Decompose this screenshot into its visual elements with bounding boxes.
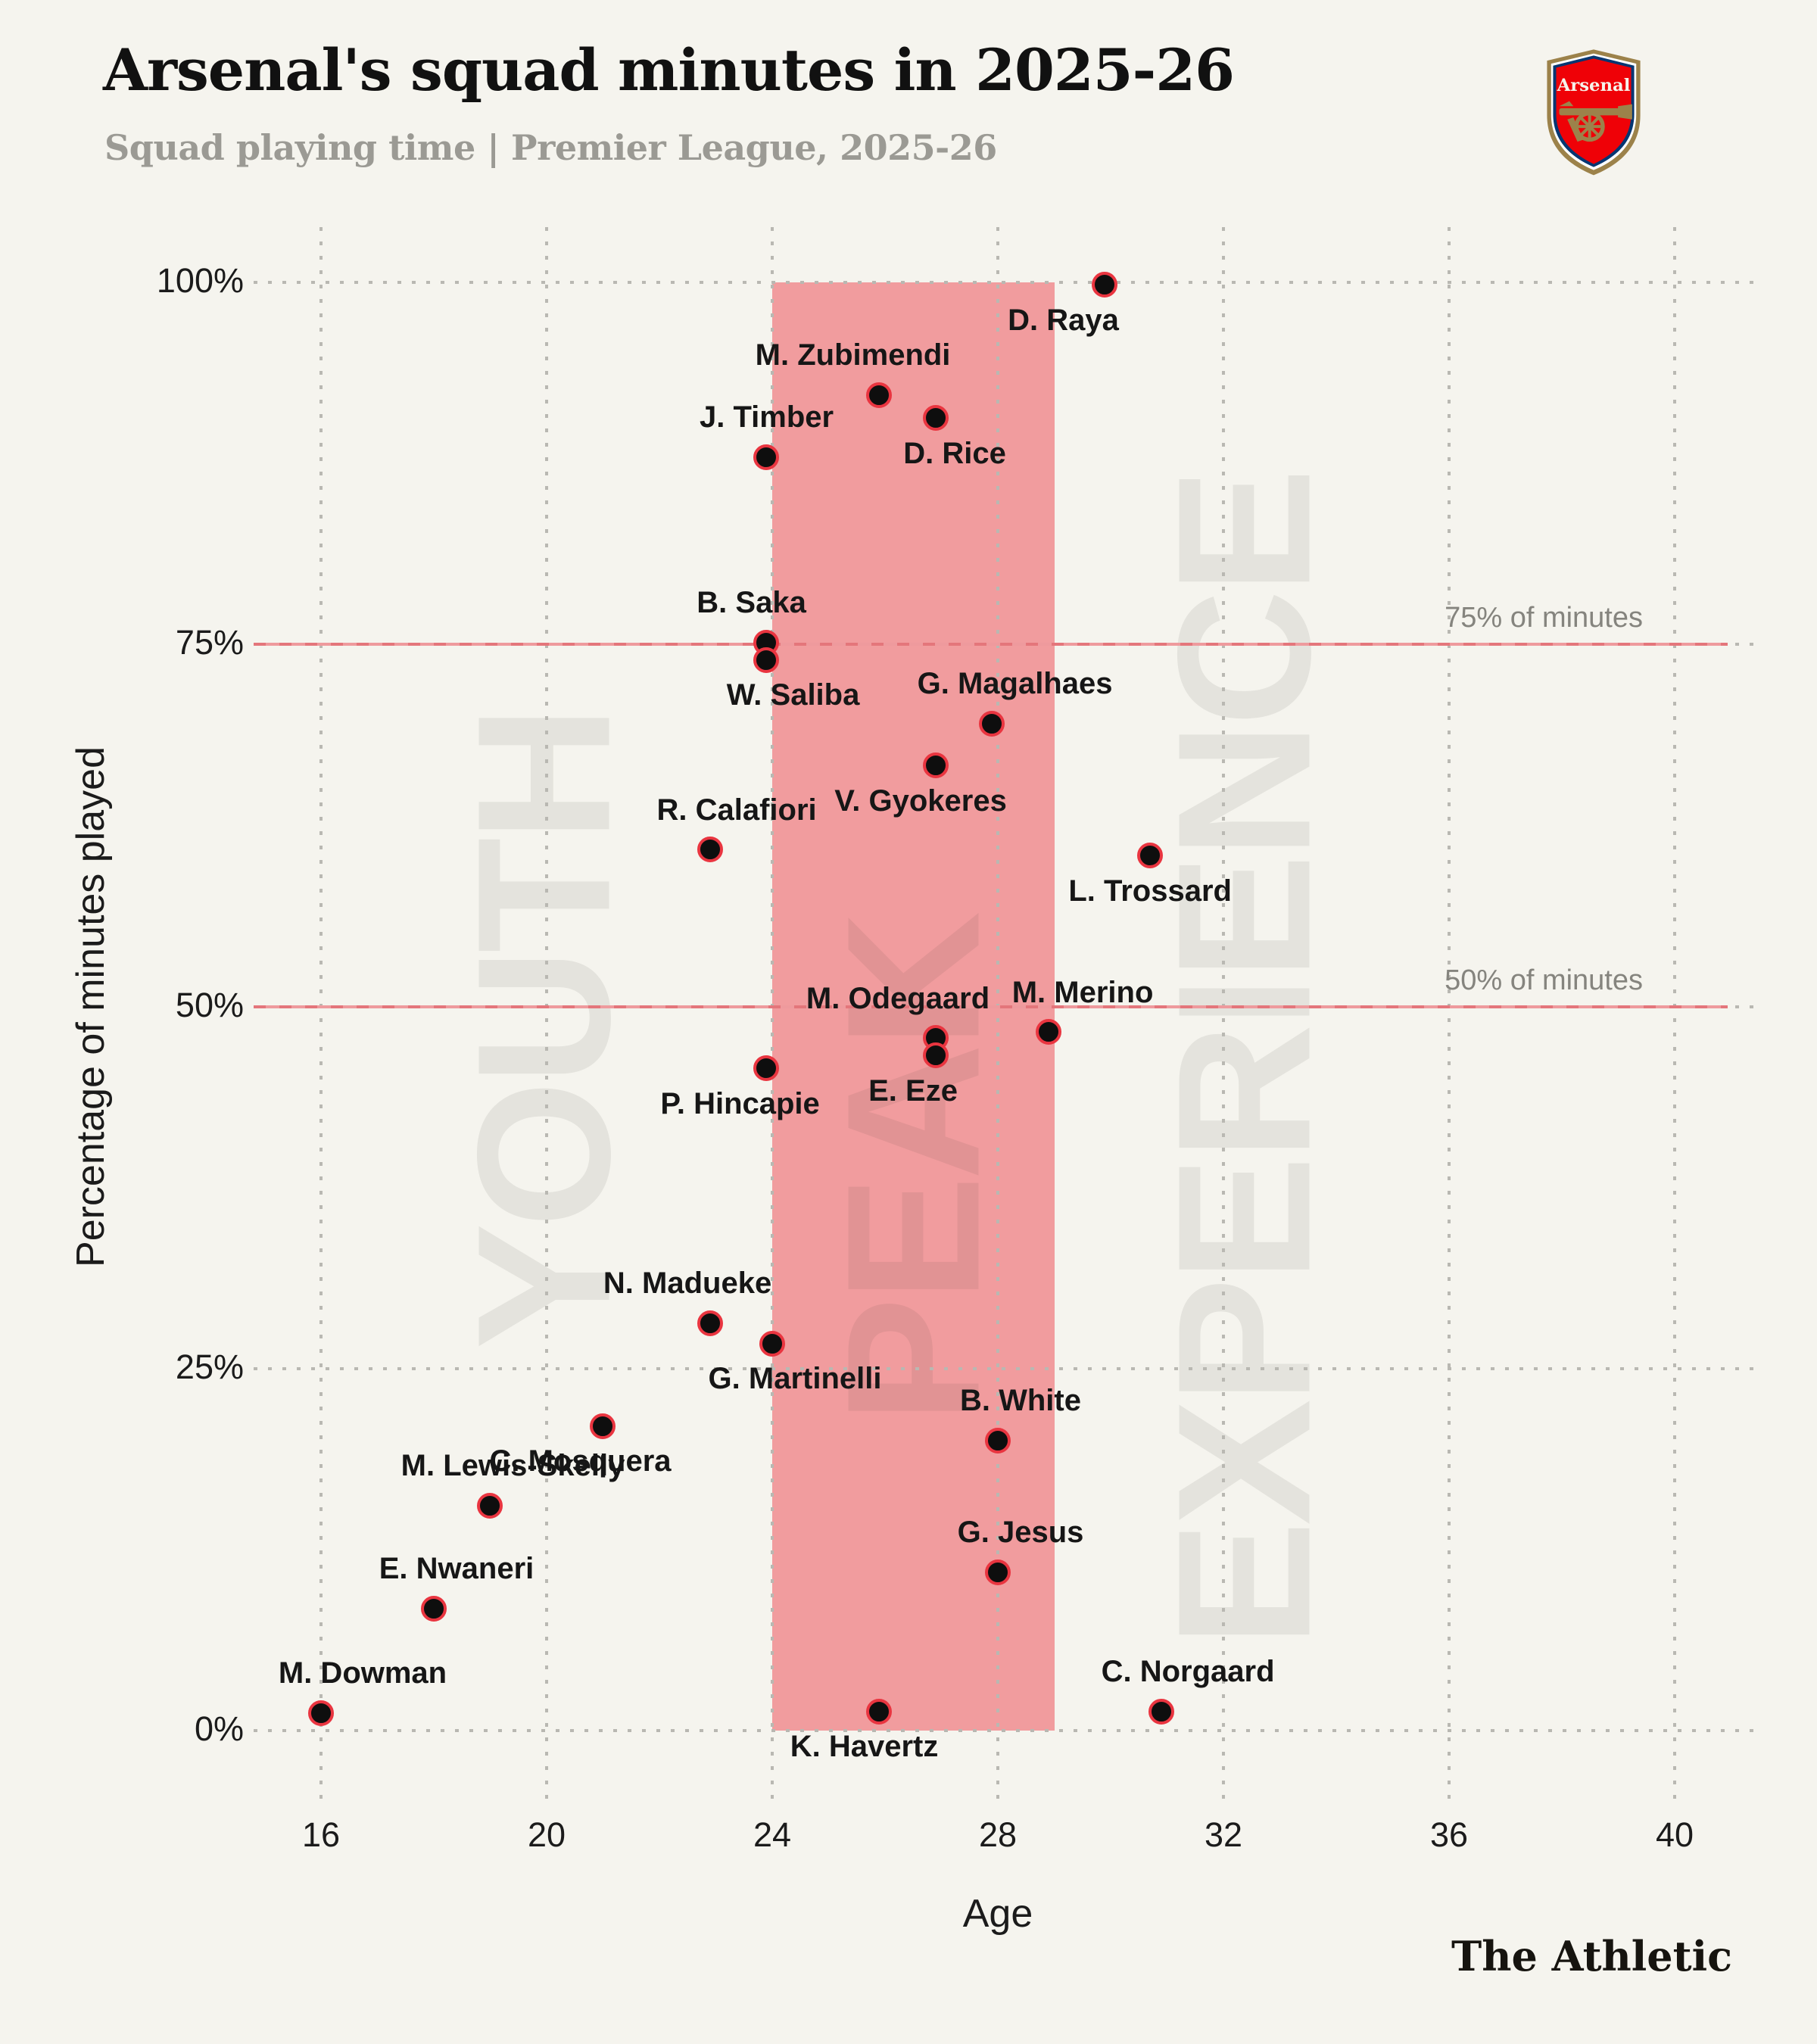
point-label: E. Nwaneri [379,1552,535,1586]
point-label: K. Havertz [790,1730,939,1764]
point-label: N. Madueke [603,1267,772,1301]
point-label: G. Martinelli [708,1362,882,1396]
reference-label-75: 75% of minutes [1445,602,1643,634]
point-label: M. Odegaard [806,981,990,1015]
x-gridline-24 [771,227,774,1809]
chart-point [420,1595,447,1622]
x-tick-32: 32 [1204,1815,1243,1854]
y-tick-75: 75% [175,623,244,662]
y-axis-title: Percentage of minutes played [69,746,113,1267]
point-label: J. Timber [699,400,834,435]
x-gridline-28 [996,227,999,1809]
point-label: M. Lewis-Skelly [400,1449,625,1483]
chart-point [1092,272,1118,298]
x-tick-16: 16 [301,1815,341,1854]
crest-cannon-icon [1559,101,1632,142]
point-label: M. Zubimendi [755,338,951,372]
point-label: M. Dowman [278,1656,447,1690]
x-gridline-36 [1448,227,1451,1809]
y-gridline-25 [254,1366,1764,1370]
reference-line-50 [254,1005,1728,1008]
chart-point [753,444,780,470]
page-title: Arsenal's squad minutes in 2025-26 [103,36,1235,104]
arsenal-crest-icon: Arsenal [1547,49,1641,176]
chart-point [590,1413,616,1439]
chart-point [866,1698,893,1725]
y-gridline-0 [254,1729,1764,1732]
chart-point [984,1559,1011,1585]
x-gridline-32 [1222,227,1225,1809]
x-tick-28: 28 [978,1815,1018,1854]
zone-watermark-youth: YOUTH [438,709,650,1350]
y-tick-100: 100% [156,261,244,300]
chart-point [477,1492,503,1519]
page-subtitle: Squad playing time | Premier League, 202… [104,127,997,168]
zone-watermark-experience: EXPERIENCE [1138,472,1350,1647]
y-gridline-100 [254,281,1764,284]
point-label: D. Rice [903,436,1006,470]
chart-point [922,752,949,779]
chart-point [307,1700,334,1726]
point-label: C. Norgaard [1101,1655,1275,1689]
chart-point [984,1427,1011,1454]
arsenal-crest-logo: Arsenal [1543,48,1644,177]
x-tick-20: 20 [527,1815,566,1854]
y-tick-50: 50% [175,985,244,1024]
x-gridline-20 [545,227,548,1809]
point-label: B. Saka [697,586,806,620]
chart-point [759,1330,785,1357]
point-label: B. White [960,1384,1081,1418]
x-tick-40: 40 [1655,1815,1694,1854]
point-label: W. Saliba [726,678,860,712]
point-label: L. Trossard [1068,874,1232,908]
point-label: G. Magalhaes [917,667,1113,701]
x-axis-title: Age [962,1892,1033,1936]
point-label: C. Mosquera [489,1444,672,1478]
chart-point [1148,1698,1174,1725]
point-label: M. Merino [1011,975,1154,1009]
crest-wordmark: Arsenal [1557,76,1631,95]
chart-point [922,405,949,432]
chart-point [697,837,723,863]
chart-point [922,1042,949,1069]
point-label: G. Jesus [957,1516,1084,1550]
point-label: P. Hincapie [660,1086,820,1120]
chart-point [1035,1019,1061,1045]
chart-point [866,382,893,408]
reference-label-50: 50% of minutes [1445,964,1643,996]
point-label: E. Eze [868,1073,958,1108]
chart-point [979,710,1005,737]
reference-line-75 [254,643,1728,647]
point-label: D. Raya [1008,303,1119,337]
point-label: V. Gyokeres [834,784,1007,818]
chart-point [753,1055,780,1082]
y-tick-25: 25% [175,1347,244,1386]
the-athletic-logo: The Athletic [1451,1932,1732,1980]
chart-point [1136,843,1163,869]
chart-point [697,1310,723,1336]
x-gridline-40 [1673,227,1676,1809]
chart-point [753,647,780,673]
point-label: R. Calafiori [656,793,817,827]
x-tick-36: 36 [1429,1815,1469,1854]
x-tick-24: 24 [753,1815,792,1854]
x-gridline-16 [319,227,323,1809]
y-tick-0: 0% [194,1709,244,1748]
